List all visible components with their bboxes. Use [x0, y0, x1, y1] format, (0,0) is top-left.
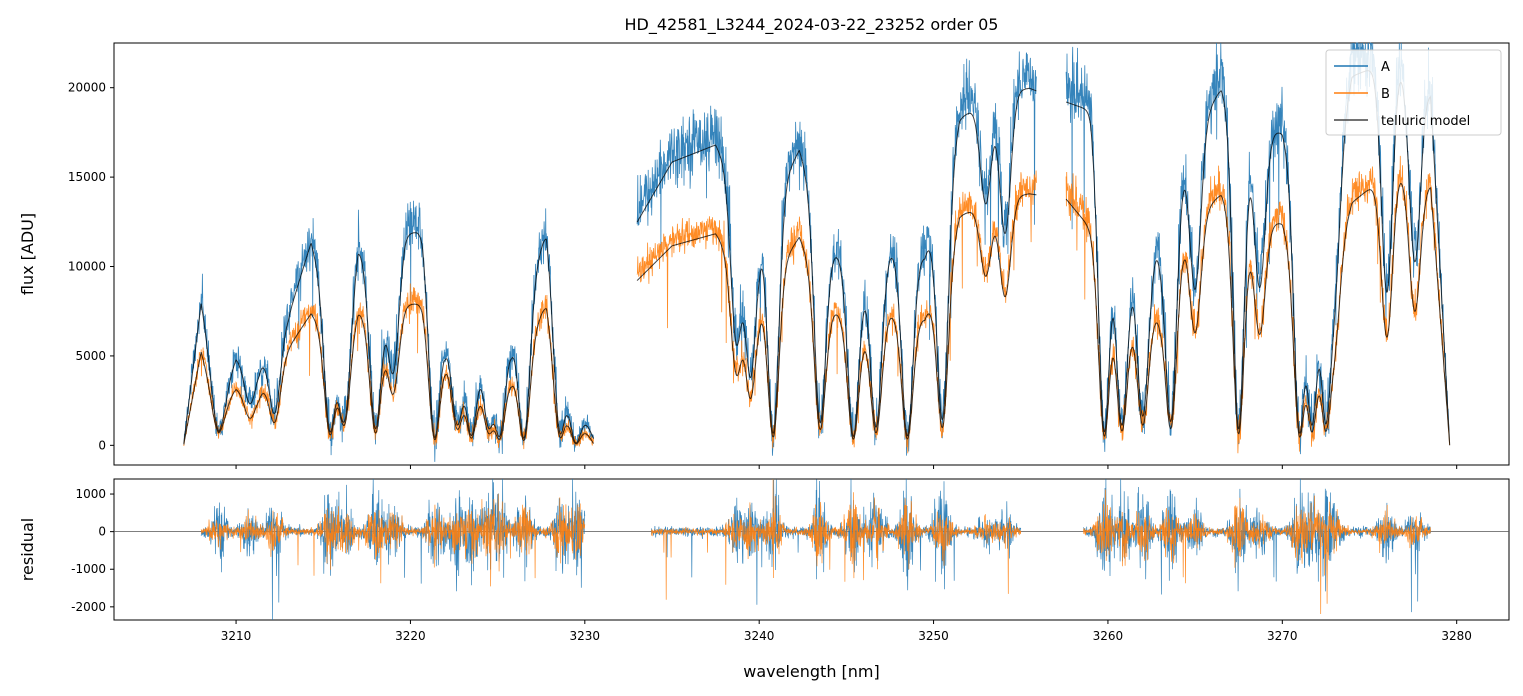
residual-y-tick--1000: -1000 [71, 562, 114, 576]
x-tick-label: 3220 [395, 629, 426, 643]
flux-y-tick-5000: 5000 [75, 349, 114, 363]
y-axis-label-flux: flux [ADU] [18, 213, 37, 295]
flux-y-tick-label: 20000 [68, 81, 106, 95]
residual-y-tick-label: 1000 [75, 487, 106, 501]
legend-label-0: A [1381, 60, 1390, 75]
x-tick-label: 3210 [221, 629, 252, 643]
x-tick-3240: 3240 [744, 620, 775, 643]
residual-y-tick-1000: 1000 [75, 487, 114, 501]
flux-y-tick-15000: 15000 [68, 170, 114, 184]
x-tick-3260: 3260 [1093, 620, 1124, 643]
legend-label-2: telluric model [1381, 114, 1470, 129]
flux-y-tick-label: 0 [98, 438, 106, 452]
telluric-model-line [183, 70, 1451, 446]
residual-y-tick-label: 0 [98, 525, 106, 539]
flux-y-tick-label: 15000 [68, 170, 106, 184]
residual-y-tick-0: 0 [98, 525, 114, 539]
chart-title: HD_42581_L3244_2024-03-22_23252 order 05 [625, 15, 999, 35]
flux-y-tick-10000: 10000 [68, 260, 114, 274]
residual-b-line [200, 478, 1431, 615]
x-tick-3250: 3250 [918, 620, 949, 643]
flux-y-tick-label: 5000 [75, 349, 106, 363]
flux-y-tick-0: 0 [98, 438, 114, 452]
residual-y-tick-label: -2000 [71, 600, 106, 614]
y-axis-label-residual: residual [18, 518, 37, 581]
x-axis-label: wavelength [nm] [743, 662, 880, 681]
flux-panel: 0 5000 10000 15000 20000 [68, 42, 1510, 469]
x-tick-3230: 3230 [570, 620, 601, 643]
flux-axes-frame [113, 42, 1510, 466]
residual-axes-frame [113, 478, 1510, 621]
flux-y-tick-label: 10000 [68, 260, 106, 274]
residual-y-tick-label: -1000 [71, 562, 106, 576]
x-tick-3280: 3280 [1441, 620, 1472, 643]
residual-y-tick--2000: -2000 [71, 600, 114, 614]
x-tick-label: 3250 [918, 629, 949, 643]
x-tick-3210: 3210 [221, 620, 252, 643]
residual-panel: -2000 -1000 0 1000 3210 3220 3230 3240 3250 3260 3… [71, 478, 1510, 643]
x-tick-label: 3260 [1093, 629, 1124, 643]
x-tick-label: 3270 [1267, 629, 1298, 643]
legend-box [1325, 49, 1502, 136]
flux-y-tick-20000: 20000 [68, 81, 114, 95]
x-tick-label: 3240 [744, 629, 775, 643]
legend-label-1: B [1381, 87, 1390, 102]
x-tick-3270: 3270 [1267, 620, 1298, 643]
x-tick-label: 3280 [1441, 629, 1472, 643]
x-tick-label: 3230 [570, 629, 601, 643]
x-tick-3220: 3220 [395, 620, 426, 643]
